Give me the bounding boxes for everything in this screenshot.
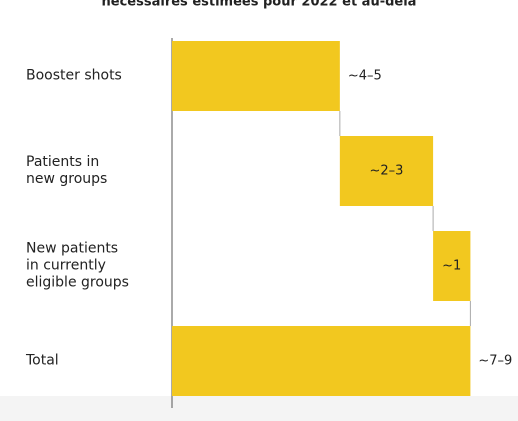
value-label: ~2–3 [370, 164, 404, 179]
category-label: New patients in currently eligible group… [26, 240, 129, 291]
category-label: Patients in new groups [26, 154, 108, 187]
category-label: Total [26, 352, 59, 369]
bar [172, 326, 471, 396]
footer-band [0, 396, 518, 421]
value-label: ~4–5 [348, 69, 382, 84]
value-label: ~7–9 [478, 354, 512, 369]
bar [433, 231, 471, 301]
category-label: Booster shots [26, 67, 122, 84]
bar [172, 41, 340, 111]
bar [339, 136, 434, 206]
value-label: ~1 [442, 259, 461, 274]
chart-title: nécessaires estimées pour 2022 et au-del… [102, 0, 417, 10]
